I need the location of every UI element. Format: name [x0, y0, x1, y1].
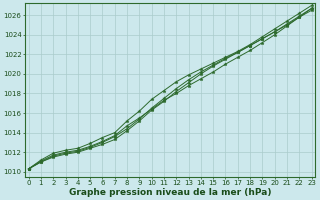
X-axis label: Graphe pression niveau de la mer (hPa): Graphe pression niveau de la mer (hPa): [69, 188, 271, 197]
